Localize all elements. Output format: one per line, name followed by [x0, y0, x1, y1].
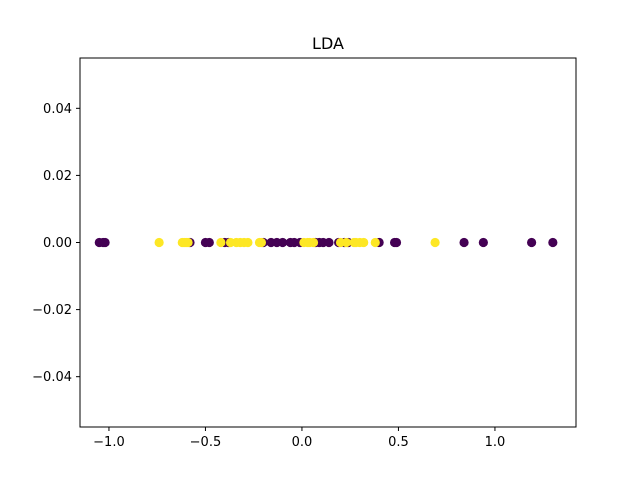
x-tick-label: −0.5 [190, 435, 222, 450]
y-tick-label: −0.02 [32, 303, 72, 318]
data-point-class-0 [100, 237, 110, 248]
x-tick-label: 0.5 [388, 435, 409, 450]
data-point-class-0 [548, 237, 558, 248]
x-tick-label: 0.0 [292, 435, 313, 450]
x-tick-label: 1.0 [485, 435, 506, 450]
y-tick-label: 0.04 [43, 102, 72, 117]
data-point-class-1 [183, 237, 193, 248]
data-point-class-0 [324, 237, 334, 248]
plot-area [94, 237, 558, 248]
x-tick-label: −1.0 [93, 435, 125, 450]
data-point-class-1 [308, 237, 319, 248]
data-point-class-0 [278, 237, 288, 248]
data-point-class-0 [391, 237, 402, 248]
data-point-class-1 [430, 237, 440, 248]
y-tick-label: −0.04 [32, 370, 72, 385]
data-point-class-0 [478, 237, 488, 248]
chart-title: LDA [312, 34, 344, 53]
data-point-class-1 [216, 237, 226, 248]
data-point-class-1 [341, 237, 351, 248]
axes: −1.0 −0.5 0.0 0.5 1.0 −0.04 −0.02 0.00 0.02 0.04 [32, 57, 577, 450]
data-point-class-0 [527, 237, 537, 248]
data-point-class-1 [154, 237, 164, 248]
y-tick-label: 0.02 [43, 169, 72, 184]
data-point-class-1 [359, 237, 369, 248]
data-point-class-0 [459, 237, 469, 248]
data-point-class-1 [256, 237, 267, 248]
data-point-class-1 [243, 237, 253, 248]
y-tick-label: 0.00 [43, 236, 72, 251]
data-point-class-0 [204, 237, 214, 248]
data-point-class-1 [370, 237, 380, 248]
